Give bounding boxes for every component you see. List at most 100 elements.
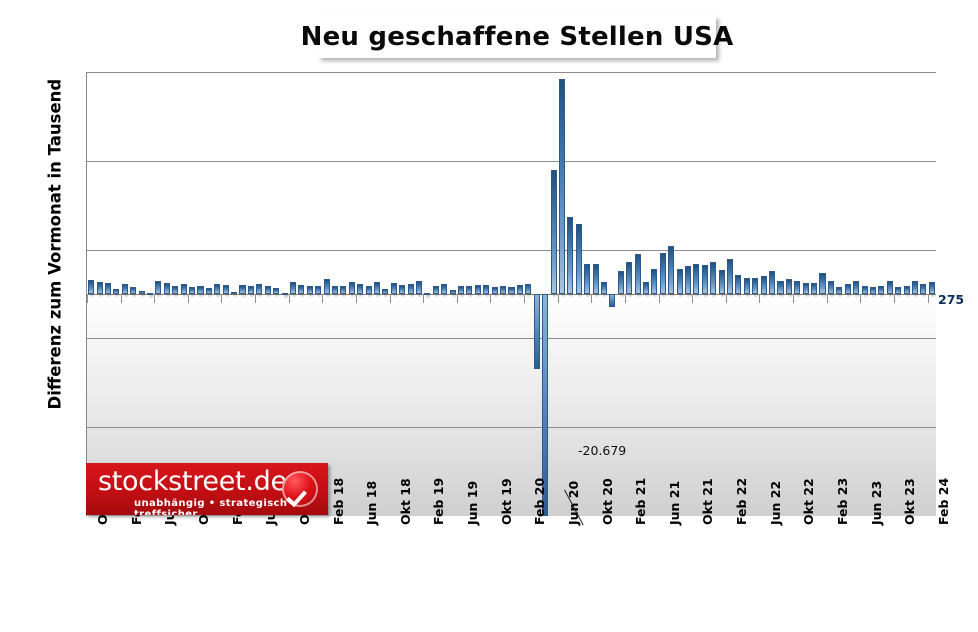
bar-Jan 24 [920,283,927,298]
bar-shadow [846,292,851,298]
bar-Okt 15 [88,279,95,298]
bar-shadow [518,292,523,298]
bar-Feb 16 [121,283,128,298]
bar-Jun 20 [558,78,565,298]
bar-shadow [838,292,843,298]
x-label-Feb-21: Feb 21 [633,477,649,525]
bar-Okt 17 [289,282,296,298]
bar-Jul 22 [769,270,776,298]
bar-Sep 23 [886,281,893,298]
bar-shadow [123,292,128,298]
bar-shadow [199,292,204,298]
bar-Nov 17 [298,284,305,298]
bar-Jun 21 [659,252,666,298]
bar-Sep 16 [180,284,187,298]
bar-shadow [686,292,692,298]
bar-Jul 20 [567,217,574,298]
bar-Nov 20 [600,282,607,298]
bar-shadow [308,292,313,298]
bar-Jan 23 [819,272,826,298]
x-label-Feb-23: Feb 23 [834,477,850,525]
bar-Apr 16 [138,291,145,298]
checkmark-icon [282,471,318,507]
bar-Apr 20 [542,294,549,516]
bar-shadow [653,292,658,298]
bar-shadow [670,292,675,298]
bar-shadow [216,292,221,298]
bar-shadow [586,292,591,298]
bar-Jan 19 [416,281,423,298]
bar-shadow [115,292,120,298]
bar-shadow [409,292,414,298]
x-label-Feb-18: Feb 18 [330,477,346,525]
bar-shadow [821,292,826,298]
gridline--3000 [87,427,936,428]
x-tick-Okt-19 [490,294,491,303]
bar-shadow [182,292,187,298]
bar-shadow [375,292,381,298]
bar-Dez 15 [104,283,112,298]
bar-shadow [552,292,557,298]
bar-shadow [678,292,683,298]
bar-Jun 23 [861,286,868,298]
x-label-Jun-21: Jun 21 [666,480,682,525]
bar-shadow [98,292,103,298]
bar-Jul 17 [264,285,271,298]
bar-Okt 20 [592,263,599,298]
x-label-Okt-19: Okt 19 [498,478,514,525]
x-tick-Jun-23 [860,294,861,303]
x-tick-Jun-16 [154,294,155,303]
bar-shadow [266,292,271,298]
bar-shadow [443,292,448,298]
x-tick-Okt-15 [87,294,88,303]
bar-shadow [367,292,372,298]
bar-Feb 22 [727,258,734,298]
x-tick-Okt-22 [793,294,794,303]
x-label-Jun-18: Jun 18 [364,480,380,525]
bar-shadow [754,292,759,298]
bar-shadow [359,292,364,298]
bar-Jul 19 [466,286,473,298]
bar-shadow [720,292,725,298]
bar-shadow [644,292,650,298]
bar-Sep 20 [584,264,591,298]
bar-Mai 21 [651,269,658,298]
x-tick-Jun-20 [558,294,559,303]
bar-Jun 18 [357,284,364,298]
bar-Jan 21 [617,270,624,298]
gridline-5000 [87,72,936,73]
bar-shadow [191,292,196,298]
x-tick-Feb-20 [524,294,525,303]
bar-Dez 20 [609,294,616,308]
x-tick-Feb-22 [726,294,727,303]
bar-shadow [207,292,212,298]
x-label-Feb-20: Feb 20 [532,477,548,525]
logo-wordmark: stockstreet.de [98,466,287,497]
bar-shadow [804,292,809,298]
page-title: Neu geschaffene Stellen USA [300,22,734,52]
x-tick-Jun-22 [759,294,760,303]
bar-Mai 20 [550,169,557,298]
bar-shadow [602,292,607,298]
bar-shadow [291,292,296,298]
x-tick-Feb-16 [121,294,122,303]
bar-shadow [787,292,792,298]
bar-shadow [258,292,263,298]
x-label-Feb-22: Feb 22 [734,477,750,525]
bar-shadow [233,292,238,298]
x-label-Okt-21: Okt 21 [700,478,716,525]
bar-Apr 22 [743,278,750,298]
bar-shadow [418,292,423,298]
bar-shadow [661,292,666,298]
bar-shadow [636,292,641,298]
bar-Feb 24 [928,281,935,298]
x-label-Okt-22: Okt 22 [801,478,817,525]
bar-Jan 18 [315,286,322,298]
bar-shadow [325,292,330,298]
x-tick-Okt-20 [591,294,592,303]
x-label-Jun-19: Jun 19 [465,480,481,525]
bar-Dez 23 [911,281,918,298]
bar-shadow [897,292,902,298]
bar-Sep 21 [684,266,692,298]
bar-Nov 22 [802,282,809,298]
